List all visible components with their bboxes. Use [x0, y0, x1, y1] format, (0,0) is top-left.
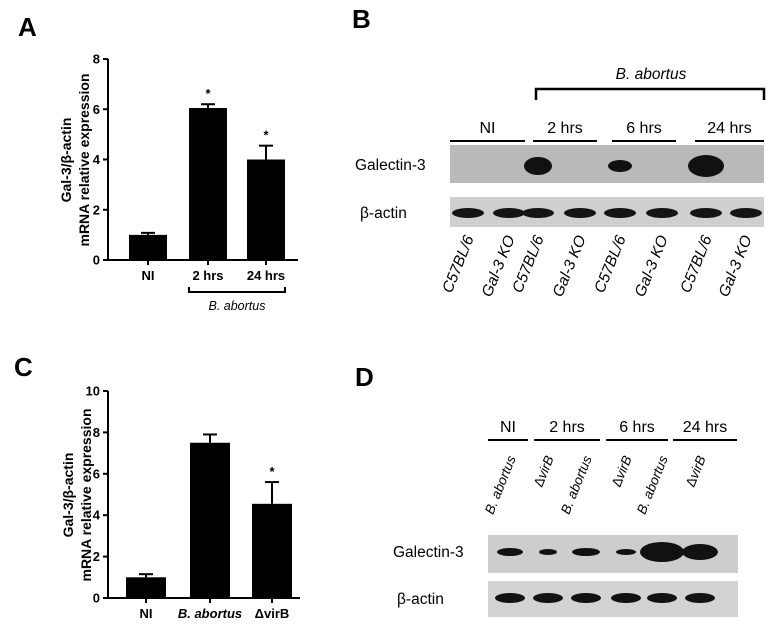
blot-b-actin-band	[604, 208, 636, 218]
blot-d-galectin-band	[539, 549, 557, 555]
chart-c-ylabel-line2: mRNA relative expression	[78, 409, 94, 582]
blot-d-lane-label: B. abortus	[634, 453, 671, 516]
chart-a: Gal-3/β-actin mRNA relative expression 0…	[58, 52, 298, 313]
blot-d-lane-label: ΔvirB	[531, 454, 557, 490]
x-category-label: B. abortus	[178, 606, 242, 621]
blot-d-actin-band	[495, 593, 525, 603]
chart-a-ylabel-line2: mRNA relative expression	[76, 74, 92, 247]
blot-b-header: B. abortus	[616, 66, 687, 83]
blot-b-header-bracket	[534, 87, 766, 100]
blot-b-lane-label: Gal-3 KO	[716, 233, 756, 299]
blot-d-group-label: 2 hrs	[549, 419, 585, 436]
blot-d-group-label: 6 hrs	[619, 419, 655, 436]
y-tick-label: 4	[93, 508, 101, 523]
chart-a-ylabel-line1: Gal-3/β-actin	[58, 118, 74, 203]
x-category-label: NI	[140, 606, 153, 621]
y-tick-label: 4	[93, 152, 101, 167]
significance-marker: *	[263, 128, 269, 143]
blot-b-actin-band	[564, 208, 596, 218]
x-category-label: NI	[142, 268, 155, 283]
bar-2	[252, 503, 292, 598]
group-bracket	[188, 287, 286, 293]
blot-b-galectin-band	[688, 155, 724, 177]
panel-letter-b: B	[352, 4, 371, 34]
blot-d-row-label: β-actin	[397, 591, 444, 608]
blot-d-lane-label: ΔvirB	[609, 454, 635, 490]
blot-d-galectin-band	[682, 544, 718, 560]
blot-d-row-label: Galectin-3	[393, 544, 464, 561]
panel-letter-a: A	[18, 12, 37, 42]
bar-0	[129, 234, 167, 260]
blot-d-actin-band	[685, 593, 715, 603]
y-tick-label: 6	[93, 466, 100, 481]
y-tick-label: 2	[93, 549, 100, 564]
panel-letter-d: D	[355, 362, 374, 392]
blot-d-galectin-band	[640, 542, 684, 562]
x-category-label: 24 hrs	[247, 268, 285, 283]
blot-b-lane-label: C57BL/6	[677, 233, 716, 296]
blot-b-lane-label: Gal-3 KO	[550, 233, 590, 299]
bar-1	[189, 107, 227, 261]
significance-marker: *	[269, 464, 275, 479]
panel-letter-c: C	[14, 352, 33, 382]
group-bracket-label: B. abortus	[209, 299, 266, 313]
blot-d-actin-band	[571, 593, 601, 603]
blot-d-galectin-band	[497, 548, 523, 556]
blot-b-actin-band	[690, 208, 722, 218]
y-tick-label: 2	[93, 202, 100, 217]
chart-c: Gal-3/β-actin mRNA relative expression 0…	[60, 384, 300, 621]
blot-b-lane-label: C57BL/6	[439, 233, 478, 296]
blot-b-group-label: 6 hrs	[626, 120, 662, 137]
blot-b-lane-label: C57BL/6	[591, 233, 630, 296]
blot-b-lane-label: Gal-3 KO	[632, 233, 672, 299]
blot-b-galectin-band	[608, 160, 632, 172]
blot-b-actin-band	[493, 208, 525, 218]
y-tick-label: 0	[93, 253, 100, 268]
blot-d-group-label: 24 hrs	[683, 419, 727, 436]
x-category-label: 2 hrs	[192, 268, 223, 283]
significance-marker: *	[205, 86, 211, 101]
blot-d-group-label: NI	[500, 419, 516, 436]
y-tick-label: 6	[93, 102, 100, 117]
blot-b-row-label: β-actin	[360, 205, 407, 222]
blot-d-galectin-band	[616, 549, 636, 555]
blot-b-group-label: 2 hrs	[547, 120, 583, 137]
y-tick-label: 10	[86, 384, 100, 399]
y-tick-label: 8	[93, 52, 100, 67]
blot-b-group-label: 24 hrs	[707, 120, 751, 137]
blot-b: B. abortus NI 2 hrs 6 hrs 24 hrs Galectin-3 β…	[355, 66, 766, 299]
x-category-label: ΔvirB	[255, 606, 290, 621]
blot-d: NI 2 hrs 6 hrs 24 hrs Galectin-3 β-actin B. ab…	[393, 419, 738, 617]
blot-d-actin-band	[647, 593, 677, 603]
blot-d-lane-label: B. abortus	[482, 453, 519, 516]
blot-b-actin-band	[646, 208, 678, 218]
y-tick-label: 0	[93, 591, 100, 606]
chart-c-ylabel-line1: Gal-3/β-actin	[60, 453, 76, 538]
blot-d-lane-label: B. abortus	[558, 453, 595, 516]
blot-b-actin-band	[452, 208, 484, 218]
blot-b-actin-band	[730, 208, 762, 218]
y-tick-label: 8	[93, 425, 100, 440]
blot-b-galectin-band	[524, 157, 552, 175]
blot-b-actin-band	[522, 208, 554, 218]
blot-d-actin-band	[533, 593, 563, 603]
blot-d-actin-band	[611, 593, 641, 603]
bar-0	[126, 577, 166, 598]
bar-1	[190, 442, 230, 598]
blot-d-galectin-band	[572, 548, 600, 556]
blot-d-lane-label: ΔvirB	[683, 454, 709, 490]
blot-b-group-label: NI	[480, 120, 496, 137]
bar-2	[247, 159, 285, 260]
blot-b-row-label: Galectin-3	[355, 157, 426, 174]
